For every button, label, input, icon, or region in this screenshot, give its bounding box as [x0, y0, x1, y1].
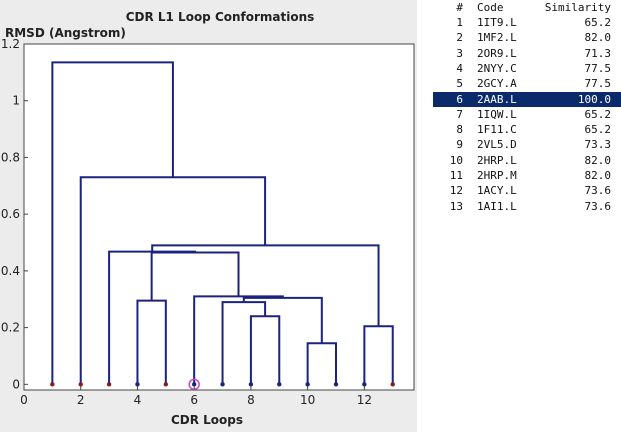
- leaf-node[interactable]: [248, 382, 254, 387]
- row-code: 1IQW.L: [477, 107, 517, 121]
- leaf-node[interactable]: [305, 382, 310, 387]
- row-num: 9: [456, 138, 463, 152]
- row-num: 11: [449, 169, 463, 182]
- x-tick-label: 12: [357, 393, 372, 407]
- row-code: 1AI1.L: [477, 199, 517, 213]
- leaf-node[interactable]: [390, 382, 395, 387]
- row-code: 2HRP.L: [477, 153, 517, 167]
- header-num[interactable]: #: [456, 1, 463, 14]
- table-row[interactable]: 5 2GCY.A 77.5: [433, 76, 621, 91]
- x-tick-label: 8: [247, 393, 255, 407]
- dendrogram-link: [151, 244, 380, 327]
- y-axis-label: RMSD (Angstrom): [5, 26, 126, 40]
- row-code: 2VL5.D: [477, 138, 517, 152]
- row-similarity: 65.2: [584, 123, 612, 137]
- row-code: 1F11.C: [477, 123, 517, 137]
- row-similarity: 82.0: [584, 169, 612, 182]
- table-row[interactable]: 4 2NYY.C 77.5: [433, 61, 621, 76]
- row-similarity: 71.3: [584, 46, 612, 60]
- dendrogram-link: [306, 342, 337, 385]
- dendrogram-link: [221, 301, 267, 385]
- dendrogram-link: [193, 295, 284, 385]
- x-tick-label: 4: [134, 393, 142, 407]
- leaf-node[interactable]: [191, 382, 197, 387]
- leaf-node[interactable]: [333, 382, 339, 387]
- y-tick-label: 0.8: [1, 150, 20, 164]
- row-num: 2: [456, 31, 463, 45]
- plot-area: [23, 43, 415, 391]
- row-code: 2NYY.C: [477, 61, 517, 75]
- table-row[interactable]: 9 2VL5.D 73.3: [433, 137, 621, 152]
- row-num: 5: [456, 77, 463, 91]
- chart-title: CDR L1 Loop Conformations: [126, 10, 315, 24]
- x-tick-label: 0: [20, 393, 28, 407]
- y-tick-label: 0.6: [1, 207, 20, 221]
- dendrogram-link: [150, 251, 240, 301]
- row-code: 1MF2.L: [477, 31, 517, 45]
- dendrogram-chart: 0 0.2 0.4 0.6 0.8 1 1.2 0 2 4 6 8 10 12 CDR L1 Loop C…: [1, 10, 415, 427]
- row-code: 1ACY.L: [477, 184, 517, 198]
- leaf-node[interactable]: [220, 382, 225, 387]
- row-similarity: 82.0: [584, 153, 612, 167]
- row-code: 2GCY.A: [477, 77, 517, 91]
- table-row[interactable]: 3 2OR9.L 71.3: [433, 46, 621, 61]
- row-similarity: 100.0: [577, 92, 611, 106]
- table-row[interactable]: 12 1ACY.L 73.6: [433, 183, 621, 198]
- leaf-node[interactable]: [78, 382, 83, 387]
- table-row[interactable]: 6 2AAB.L 100.0: [433, 91, 621, 107]
- dendrogram-link: [51, 61, 174, 385]
- dendrogram-link: [136, 299, 167, 385]
- table-row[interactable]: 8 1F11.C 65.2: [433, 122, 621, 137]
- row-code: 1IT9.L: [477, 16, 517, 29]
- x-tick-label: 2: [77, 393, 85, 407]
- row-code: 2HRP.M: [477, 169, 517, 182]
- row-similarity: 73.6: [584, 199, 612, 213]
- table-row[interactable]: 2 1MF2.L 82.0: [433, 30, 621, 45]
- x-tick-label: 6: [190, 393, 198, 407]
- leaf-node[interactable]: [362, 382, 367, 387]
- row-num: 8: [456, 123, 463, 137]
- row-num: 6: [456, 92, 463, 106]
- row-similarity: 82.0: [584, 31, 612, 45]
- table-row[interactable]: 7 1IQW.L 65.2: [433, 107, 621, 122]
- row-num: 1: [456, 16, 463, 29]
- table-row[interactable]: 11 2HRP.M 82.0: [433, 168, 621, 183]
- row-num: 3: [456, 46, 463, 60]
- row-similarity: 73.3: [584, 138, 612, 152]
- table-row[interactable]: 1 1IT9.L 65.2: [433, 15, 621, 30]
- x-tick-label: 10: [300, 393, 315, 407]
- y-tick-label: 1: [12, 94, 20, 108]
- row-similarity: 77.5: [584, 77, 612, 91]
- row-code: 2OR9.L: [477, 46, 517, 60]
- leaf-node[interactable]: [277, 382, 282, 387]
- row-num: 7: [456, 107, 463, 121]
- y-tick-label: 0.2: [1, 321, 20, 335]
- similarity-table[interactable]: # Code Similarity 1 1IT9.L 65.2 2 1MF2.L 82.0…: [433, 0, 621, 432]
- y-tick-label: 1.2: [1, 37, 20, 51]
- row-similarity: 65.2: [584, 107, 612, 121]
- leaf-node[interactable]: [50, 382, 55, 387]
- header-similarity[interactable]: Similarity: [544, 1, 611, 14]
- dendrogram-panel: 0 0.2 0.4 0.6 0.8 1 1.2 0 2 4 6 8 10 12 CDR L1 Loop C…: [0, 0, 417, 432]
- row-similarity: 77.5: [584, 61, 612, 75]
- table-row[interactable]: 13 1AI1.L 73.6: [433, 199, 621, 214]
- leaf-node[interactable]: [106, 382, 112, 387]
- row-num: 12: [449, 184, 463, 198]
- x-axis-label: CDR Loops: [171, 413, 243, 427]
- leaf-node[interactable]: [135, 382, 140, 387]
- table-header: # Code Similarity: [433, 0, 621, 15]
- leaf-node[interactable]: [163, 382, 169, 387]
- row-num: 10: [449, 153, 463, 167]
- dendrogram-link: [242, 296, 323, 344]
- y-tick-label: 0: [12, 377, 20, 391]
- row-similarity: 65.2: [584, 16, 612, 29]
- y-tick-label: 0.4: [1, 264, 20, 278]
- row-num: 4: [456, 61, 463, 75]
- row-code: 2AAB.L: [477, 92, 517, 106]
- row-similarity: 73.6: [584, 184, 612, 198]
- row-num: 13: [449, 199, 463, 213]
- table-row[interactable]: 10 2HRP.L 82.0: [433, 153, 621, 168]
- header-code[interactable]: Code: [477, 1, 504, 14]
- dendrogram-link: [363, 325, 394, 385]
